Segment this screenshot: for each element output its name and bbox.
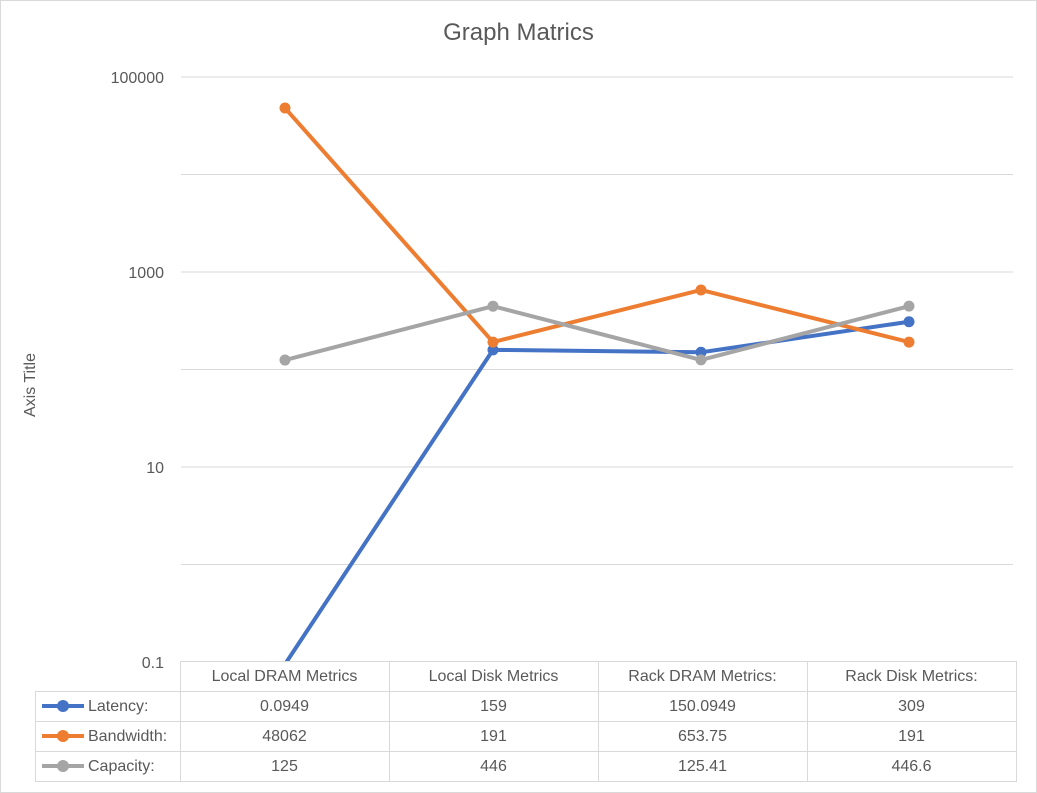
series-line-0: [284, 319, 910, 662]
data-value: 0.0949: [179, 691, 390, 722]
y-tick-label: 100000: [111, 70, 164, 87]
data-point: [279, 102, 291, 114]
data-value: 446: [388, 751, 599, 782]
category-label: Rack DRAM Metrics:: [597, 661, 808, 692]
data-value: 48062: [179, 721, 390, 752]
category-label: Local DRAM Metrics: [179, 661, 390, 692]
data-value: 653.75: [597, 721, 808, 752]
data-table: Local DRAM Metrics Local Disk Metrics Rack…: [35, 661, 1017, 782]
data-point: [487, 336, 499, 348]
legend-key: [42, 760, 84, 773]
series-line-1: [283, 106, 910, 345]
legend-entry: Capacity:: [35, 751, 181, 782]
legend-key: [42, 730, 84, 743]
data-point: [695, 346, 707, 358]
data-value: 150.0949: [597, 691, 808, 722]
data-point: [487, 300, 499, 312]
data-value: 191: [388, 721, 599, 752]
y-tick-label: 10: [146, 460, 164, 477]
data-point: [695, 354, 707, 366]
chart-title: Graph Matrics: [443, 19, 594, 46]
data-value: 446.6: [806, 751, 1017, 782]
table-header-row: Local DRAM Metrics Local Disk Metrics Rack…: [35, 661, 1017, 692]
table-row: Bandwidth: 48062 191 653.75 191: [35, 721, 1017, 752]
table-corner: [35, 661, 181, 692]
legend-entry: Bandwidth:: [35, 721, 181, 752]
data-point: [903, 316, 915, 328]
data-value: 125.41: [597, 751, 808, 782]
category-label: Local Disk Metrics: [388, 661, 599, 692]
legend-key: [42, 700, 84, 713]
series-name: Latency:: [88, 697, 149, 715]
table-row: Capacity: 125 446 125.41 446.6: [35, 751, 1017, 782]
legend-entry: Latency:: [35, 691, 181, 722]
category-label: Rack Disk Metrics:: [806, 661, 1017, 692]
data-point: [487, 344, 499, 356]
series-name: Capacity:: [88, 757, 155, 775]
data-value: 309: [806, 691, 1017, 722]
series-name: Bandwidth:: [88, 727, 168, 745]
series-line-2: [284, 304, 910, 362]
y-tick-label: 1000: [128, 265, 164, 282]
data-value: 191: [806, 721, 1017, 752]
data-value: 125: [179, 751, 390, 782]
data-point: [279, 354, 291, 366]
data-point: [903, 336, 915, 348]
data-value: 159: [388, 691, 599, 722]
table-row: Latency: 0.0949 159 150.0949 309: [35, 691, 1017, 722]
data-point: [903, 300, 915, 312]
data-point: [695, 284, 707, 296]
